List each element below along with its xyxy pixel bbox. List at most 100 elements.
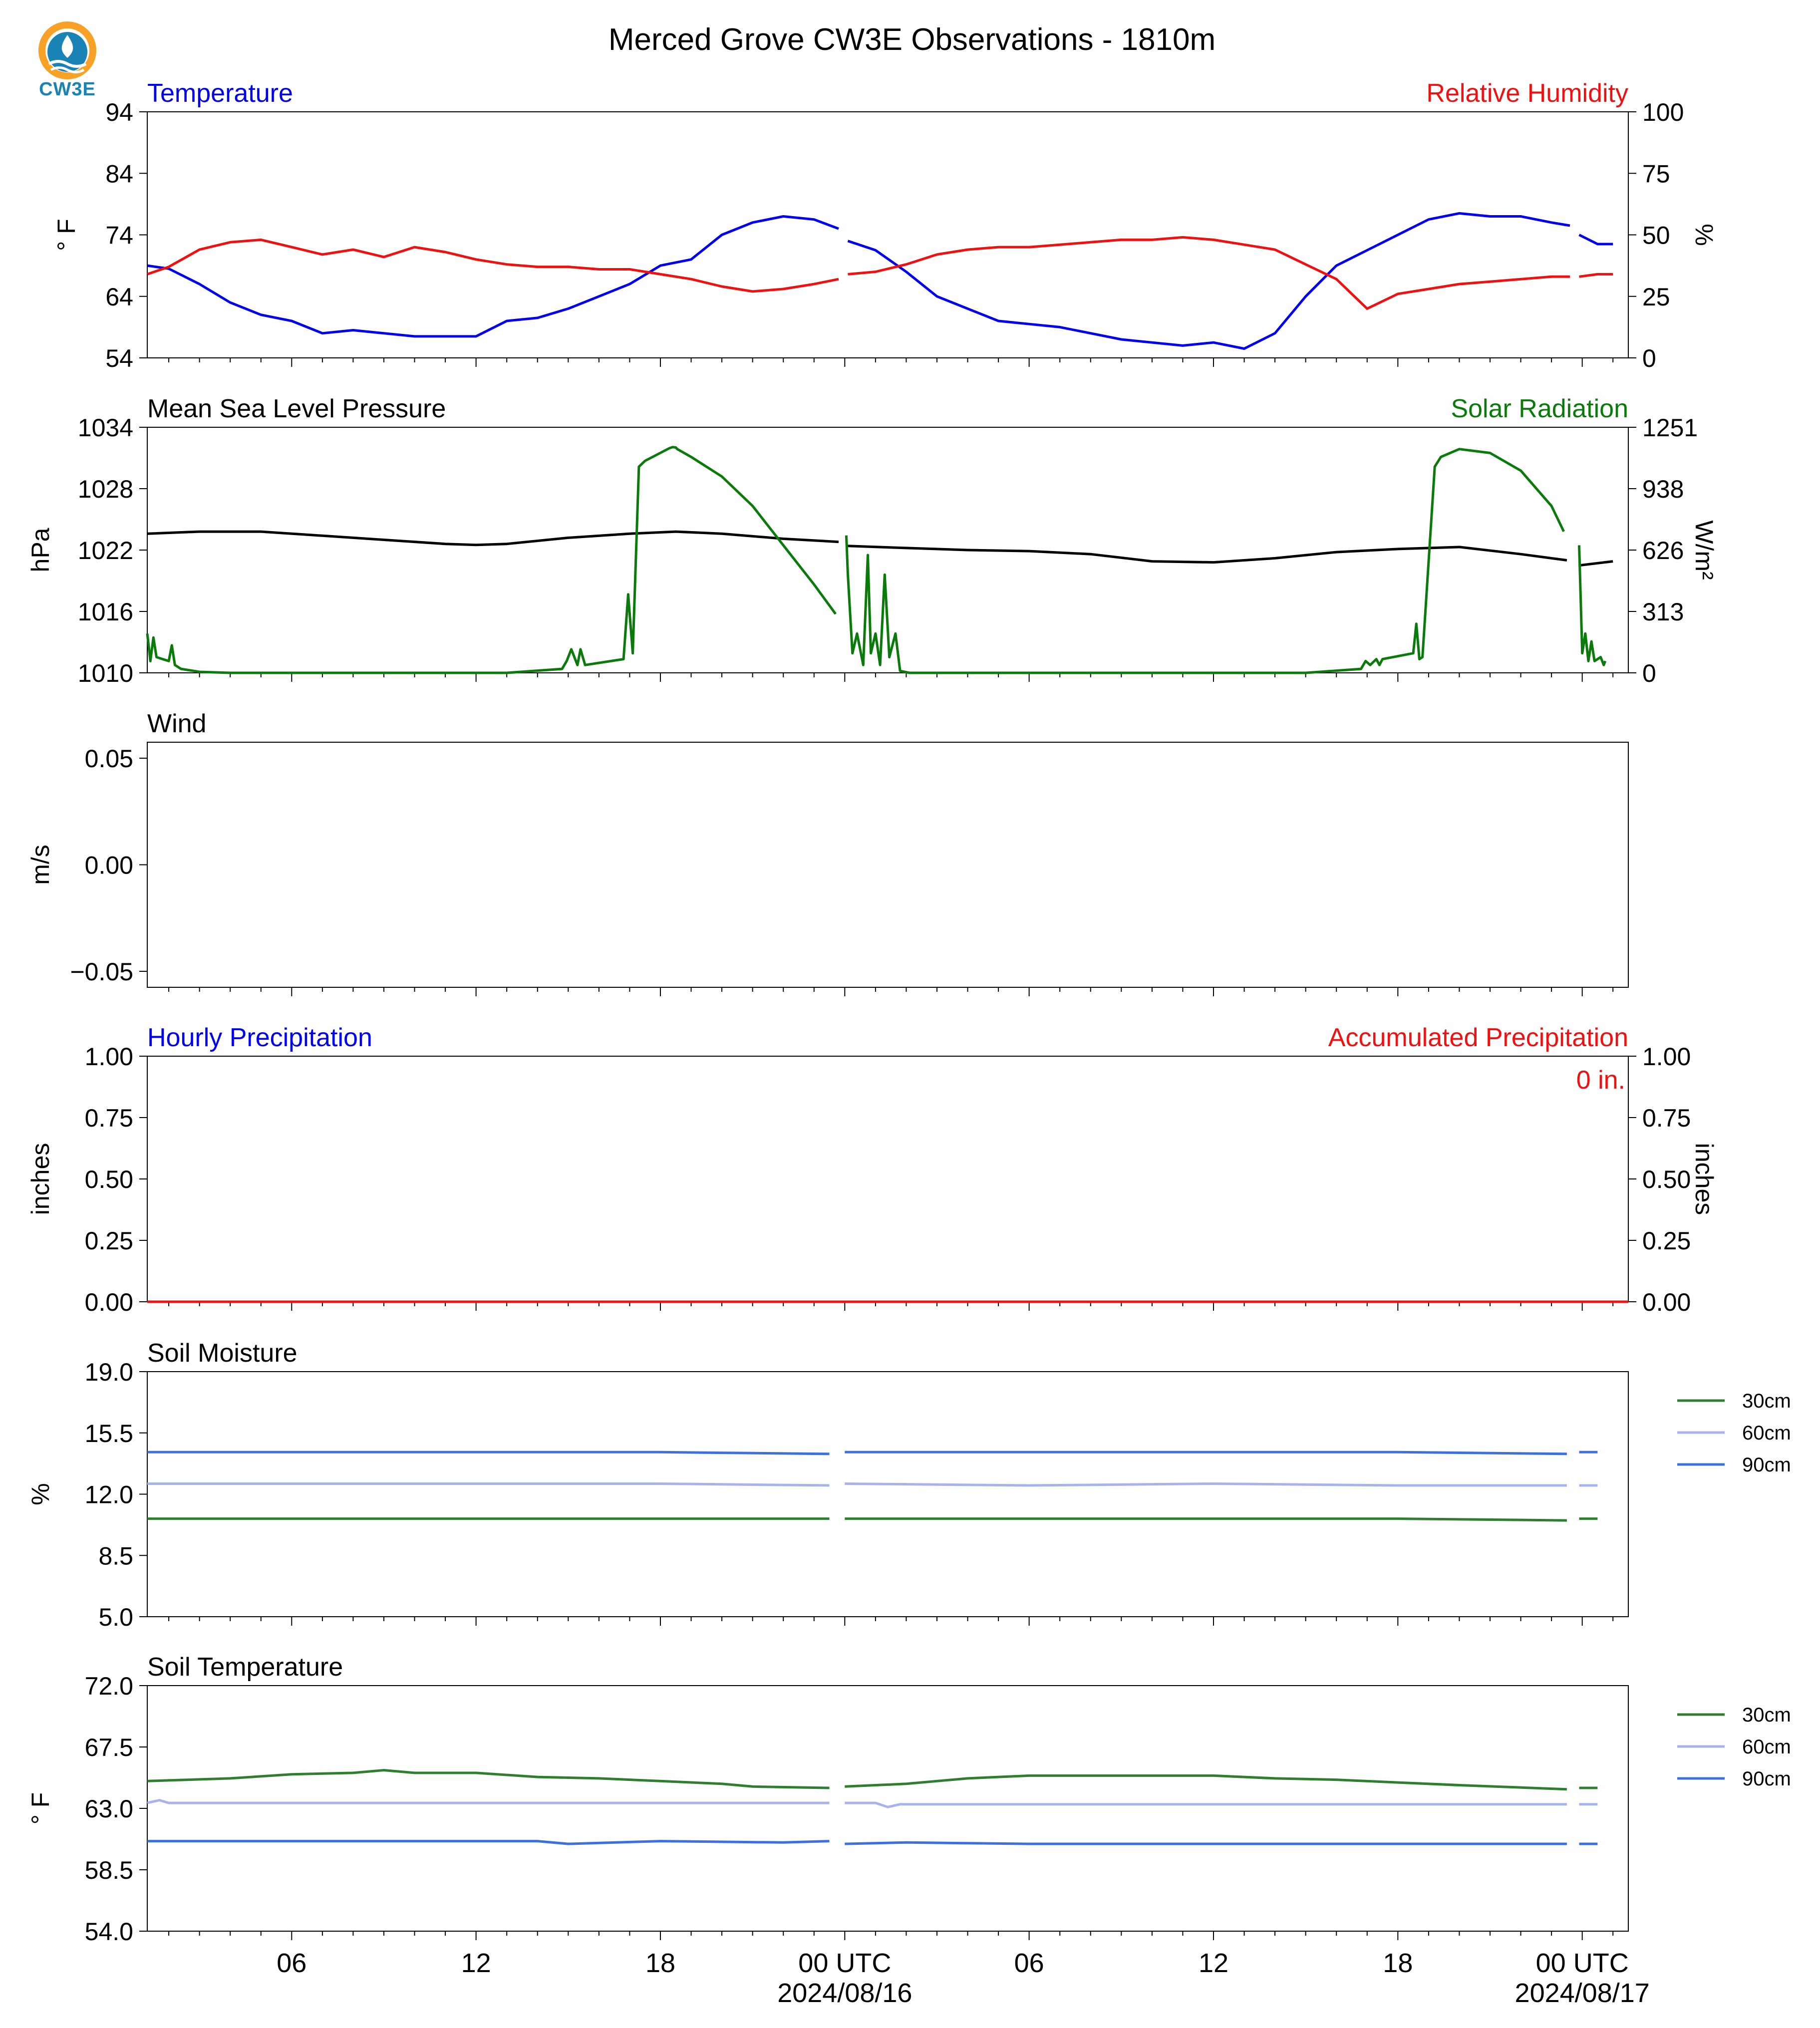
y-tick-label-right: 626	[1642, 537, 1684, 565]
legend-label: 30cm	[1742, 1704, 1791, 1726]
x-tick-label: 12	[461, 1948, 491, 1978]
series-90cm	[147, 1450, 1598, 1455]
legend-label: 60cm	[1742, 1422, 1791, 1444]
y-tick-label-right: 938	[1642, 475, 1684, 503]
chart-title: Merced Grove CW3E Observations - 1810m	[608, 22, 1215, 57]
panel-title-right: Relative Humidity	[1426, 79, 1628, 108]
legend-label: 60cm	[1742, 1736, 1791, 1758]
y-axis-label-left: m/s	[26, 845, 54, 885]
y-axis-label-right: inches	[1690, 1143, 1718, 1215]
panel-soil_moisture: Soil Moisture 5.0 8.5 12.0 15.5 19.0% 30cm 60cm…	[26, 1339, 1791, 1631]
y-tick-label-left: 74	[105, 222, 133, 250]
panel-title-right: Solar Radiation	[1451, 394, 1628, 423]
y-tick-label-left: 1028	[78, 475, 133, 503]
y-tick-label-left: 8.5	[98, 1542, 133, 1570]
y-axis-label-left: %	[26, 1483, 54, 1505]
y-tick-label-left: 58.5	[85, 1856, 133, 1884]
plot-frame	[147, 1056, 1629, 1302]
y-axis-label-right: W/m²	[1690, 520, 1718, 579]
panel-title-left: Soil Moisture	[147, 1339, 298, 1368]
y-axis-label-right: %	[1690, 224, 1718, 246]
legend-label: 30cm	[1742, 1390, 1791, 1412]
plot-frame	[147, 742, 1629, 988]
y-tick-label-right: 0.50	[1642, 1165, 1691, 1193]
x-date-label: 2024/08/17	[1515, 1978, 1650, 2008]
y-tick-label-left: 84	[105, 160, 133, 188]
y-tick-label-left: −0.05	[70, 958, 133, 986]
x-tick-label: 06	[1014, 1948, 1044, 1978]
y-tick-label-left: 1.00	[85, 1043, 133, 1071]
panel-soil_temp: Soil Temperature 54.0 58.5 63.0 67.5 72.0 ° F 3…	[26, 1653, 1791, 2008]
plot-frame	[147, 1685, 1629, 1932]
logo-mark-icon	[38, 21, 96, 79]
y-tick-label-left: 12.0	[85, 1481, 133, 1509]
y-axis-label-left: hPa	[26, 528, 54, 572]
series-30cm	[147, 1517, 1598, 1522]
panel-title-right: Accumulated Precipitation	[1328, 1023, 1628, 1052]
panel-title-left: Mean Sea Level Pressure	[147, 394, 446, 423]
y-tick-label-left: 0.50	[85, 1165, 133, 1193]
panel-temp_rh: Temperature Relative Humidity 54 64 74 84 94 0 2…	[52, 79, 1718, 372]
x-tick-label: 18	[645, 1948, 675, 1978]
y-tick-label-right: 313	[1642, 598, 1684, 626]
panel-pressure_solar: Mean Sea Level Pressure Solar Radiation 10…	[26, 394, 1718, 687]
y-tick-label-left: 54.0	[85, 1918, 133, 1946]
series-90cm	[147, 1840, 1598, 1845]
y-axis-label-left: ° F	[52, 219, 80, 251]
y-tick-label-left: 1034	[78, 414, 133, 442]
y-tick-label-left: 1010	[78, 659, 133, 687]
x-date-label: 2024/08/16	[777, 1978, 912, 2008]
y-tick-label-left: 94	[105, 98, 133, 126]
x-tick-label: 12	[1199, 1948, 1228, 1978]
y-tick-label-left: 5.0	[98, 1603, 133, 1631]
plot-frame	[147, 111, 1629, 358]
x-tick-label: 06	[277, 1948, 306, 1978]
y-tick-label-left: 64	[105, 283, 133, 311]
cw3e-logo	[30, 18, 105, 103]
y-axis-label-left: inches	[26, 1143, 54, 1215]
y-tick-label-left: 1016	[78, 598, 133, 626]
plot-frame	[147, 1371, 1629, 1617]
y-tick-label-left: 19.0	[85, 1358, 133, 1386]
panel-precip: Hourly Precipitation Accumulated Precipit…	[26, 1023, 1718, 1316]
series-30cm	[147, 1769, 1598, 1791]
y-tick-label-left: 0.00	[85, 1288, 133, 1316]
series-solar-radiation	[146, 446, 1607, 674]
panel-title-left: Hourly Precipitation	[147, 1023, 372, 1052]
panel-title-left: Temperature	[147, 79, 293, 108]
precip-total-annotation: 0 in.	[1576, 1066, 1625, 1095]
legend-label: 90cm	[1742, 1768, 1791, 1790]
x-tick-label: 00 UTC	[798, 1948, 891, 1978]
y-tick-label-left: 0.00	[85, 852, 133, 879]
y-tick-label-right: 0.25	[1642, 1227, 1691, 1255]
series-temperature	[147, 212, 1613, 350]
panel-title-left: Soil Temperature	[147, 1653, 343, 1682]
y-tick-label-right: 1251	[1642, 414, 1698, 442]
y-tick-label-left: 0.75	[85, 1104, 133, 1132]
series-60cm	[147, 1799, 1598, 1808]
y-tick-label-right: 25	[1642, 283, 1670, 311]
y-tick-label-left: 15.5	[85, 1420, 133, 1448]
y-tick-label-right: 50	[1642, 222, 1670, 250]
y-tick-label-right: 1.00	[1642, 1043, 1691, 1071]
y-tick-label-left: 54	[105, 344, 133, 372]
y-tick-label-left: 67.5	[85, 1734, 133, 1761]
y-tick-label-right: 75	[1642, 160, 1670, 188]
y-tick-label-left: 63.0	[85, 1795, 133, 1823]
x-tick-label: 00 UTC	[1536, 1948, 1629, 1978]
y-tick-label-left: 72.0	[85, 1672, 133, 1700]
y-tick-label-right: 0.75	[1642, 1104, 1691, 1132]
x-tick-label: 18	[1383, 1948, 1413, 1978]
y-tick-label-right: 0.00	[1642, 1288, 1691, 1316]
series-relative-humidity	[147, 236, 1613, 310]
panel-wind: Wind −0.05 0.00 0.05 m/s	[26, 709, 1629, 996]
logo-text: CW3E	[39, 79, 96, 100]
y-tick-label-right: 100	[1642, 98, 1684, 126]
y-tick-label-right: 0	[1642, 344, 1656, 372]
y-tick-label-left: 0.25	[85, 1227, 133, 1255]
y-tick-label-right: 0	[1642, 659, 1656, 687]
panel-title-left: Wind	[147, 709, 206, 738]
series-60cm	[147, 1482, 1598, 1487]
y-tick-label-left: 0.05	[85, 745, 133, 773]
